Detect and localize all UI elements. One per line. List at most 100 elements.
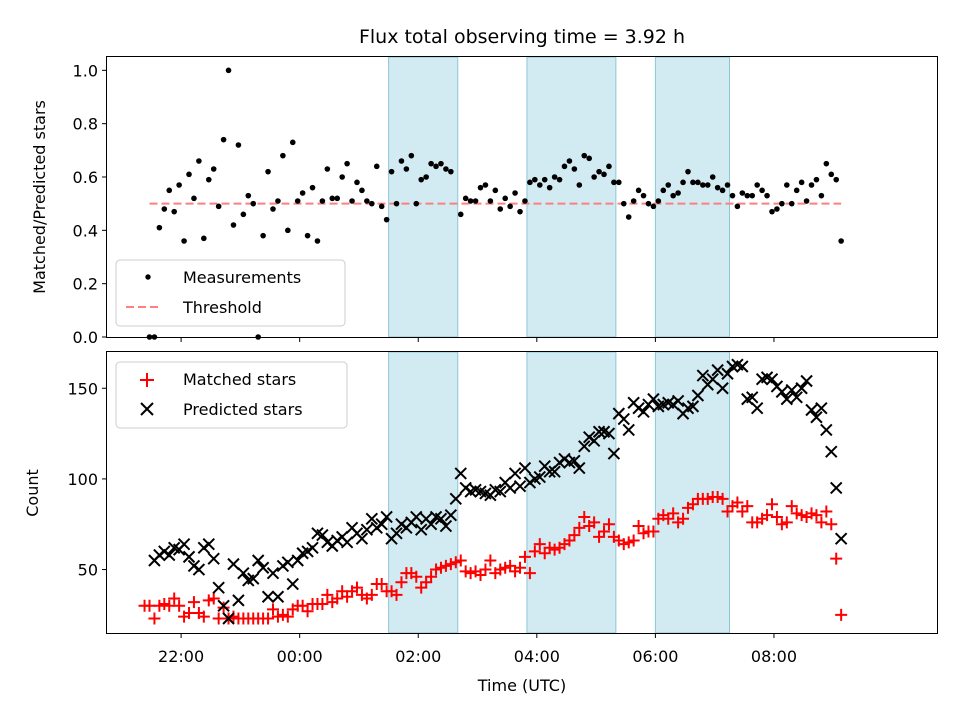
matched-star-point [627,534,640,547]
y-tick-label: 0.2 [73,275,98,294]
predicted-star-point [691,389,705,402]
measurement-point [205,176,212,183]
measurement-point [309,184,316,191]
predicted-star-point [355,532,369,545]
predicted-star-point [602,427,616,440]
measurement-point [749,192,756,199]
measurement-point [294,198,301,204]
matched-star-point [523,567,536,580]
matched-star-point [647,525,660,538]
predicted-star-point [286,577,299,591]
measurement-point [383,216,390,223]
measurement-point [665,182,672,188]
predicted-star-point [410,510,423,524]
y-tick-label: 0.4 [73,221,98,240]
measurement-point [724,182,731,188]
y-tick-label: 0.0 [73,328,98,347]
predicted-star-point [568,454,581,467]
measurement-point [823,160,830,167]
measurement-point [536,182,543,188]
legend-measurements-marker [145,274,151,280]
matched-star-point [331,592,344,605]
predicted-star-point [790,391,803,404]
measurement-point [349,198,355,204]
measurement-point [744,192,751,199]
measurement-point [408,152,415,159]
predicted-star-point [434,512,448,525]
y-tick-label: 1.0 [73,61,98,80]
predicted-star-point [360,523,374,536]
measurement-point [260,232,266,239]
predicted-star-point [291,554,304,567]
measurement-point [788,200,795,207]
measurement-point [660,187,667,194]
measurement-point [700,182,706,188]
measurement-point [378,203,385,210]
matched-star-point [514,561,527,574]
y-tick-label: 100 [67,470,98,489]
measurement-point [561,163,568,170]
matched-star-point [197,610,210,623]
predicted-star-point [256,561,270,574]
measurement-point [497,206,504,212]
matched-star-point [770,510,783,523]
measurement-point [586,155,592,162]
matched-star-point [187,596,200,609]
measurement-point [161,206,168,212]
measurement-point [675,190,681,196]
measurement-point [433,163,439,170]
measurement-point [304,232,311,239]
predicted-star-point [202,537,215,551]
matched-star-point [780,516,793,529]
measurement-point [245,192,252,199]
observing-band [526,351,617,634]
predicted-star-point [617,412,630,426]
measurement-point [324,166,331,172]
measurement-point [719,187,726,194]
matched-star-point [518,550,531,563]
measurement-point [482,182,489,188]
measurement-point [418,176,425,183]
matched-star-point [375,578,388,591]
measurement-point [299,190,306,196]
predicted-star-point [785,383,798,397]
predicted-star-point [721,367,734,380]
measurement-point [813,176,820,183]
top-y-ticks: 0.0 0.2 0.4 0.6 0.8 1.0 [73,61,107,347]
legend-measurements-label: Measurements [183,268,301,287]
measurement-point [438,160,444,167]
measurement-point [512,190,518,196]
measurement-point [655,198,662,204]
x-tick-label: 00:00 [277,647,323,666]
measurement-point [354,179,360,186]
measurement-point [620,200,627,207]
measurement-point [388,168,395,175]
measurement-point [270,206,276,212]
matched-star-point [761,509,774,522]
predicted-star-point [765,372,779,386]
measurement-point [522,198,528,204]
x-tick-label: 02:00 [395,647,441,666]
measurement-point [319,198,326,204]
matched-star-point [316,597,329,610]
measurement-point [403,166,410,172]
matched-star-point [410,570,423,583]
predicted-star-point [251,554,265,567]
predicted-star-point [637,405,650,419]
predicted-star-point [340,536,354,549]
measurement-point [571,166,578,172]
predicted-star-point [316,528,329,542]
matched-star-point [716,492,729,505]
predicted-star-point [746,391,759,404]
matched-star-point [573,521,586,534]
observing-band [388,351,459,634]
predicted-star-point [543,465,556,478]
matched-star-point [830,552,843,565]
predicted-star-point [696,369,710,382]
predicted-star-point [494,485,507,498]
predicted-star-point [227,557,240,571]
measurement-point [285,227,291,234]
predicted-star-point [518,461,532,475]
bottom-plot-frame [106,351,938,634]
